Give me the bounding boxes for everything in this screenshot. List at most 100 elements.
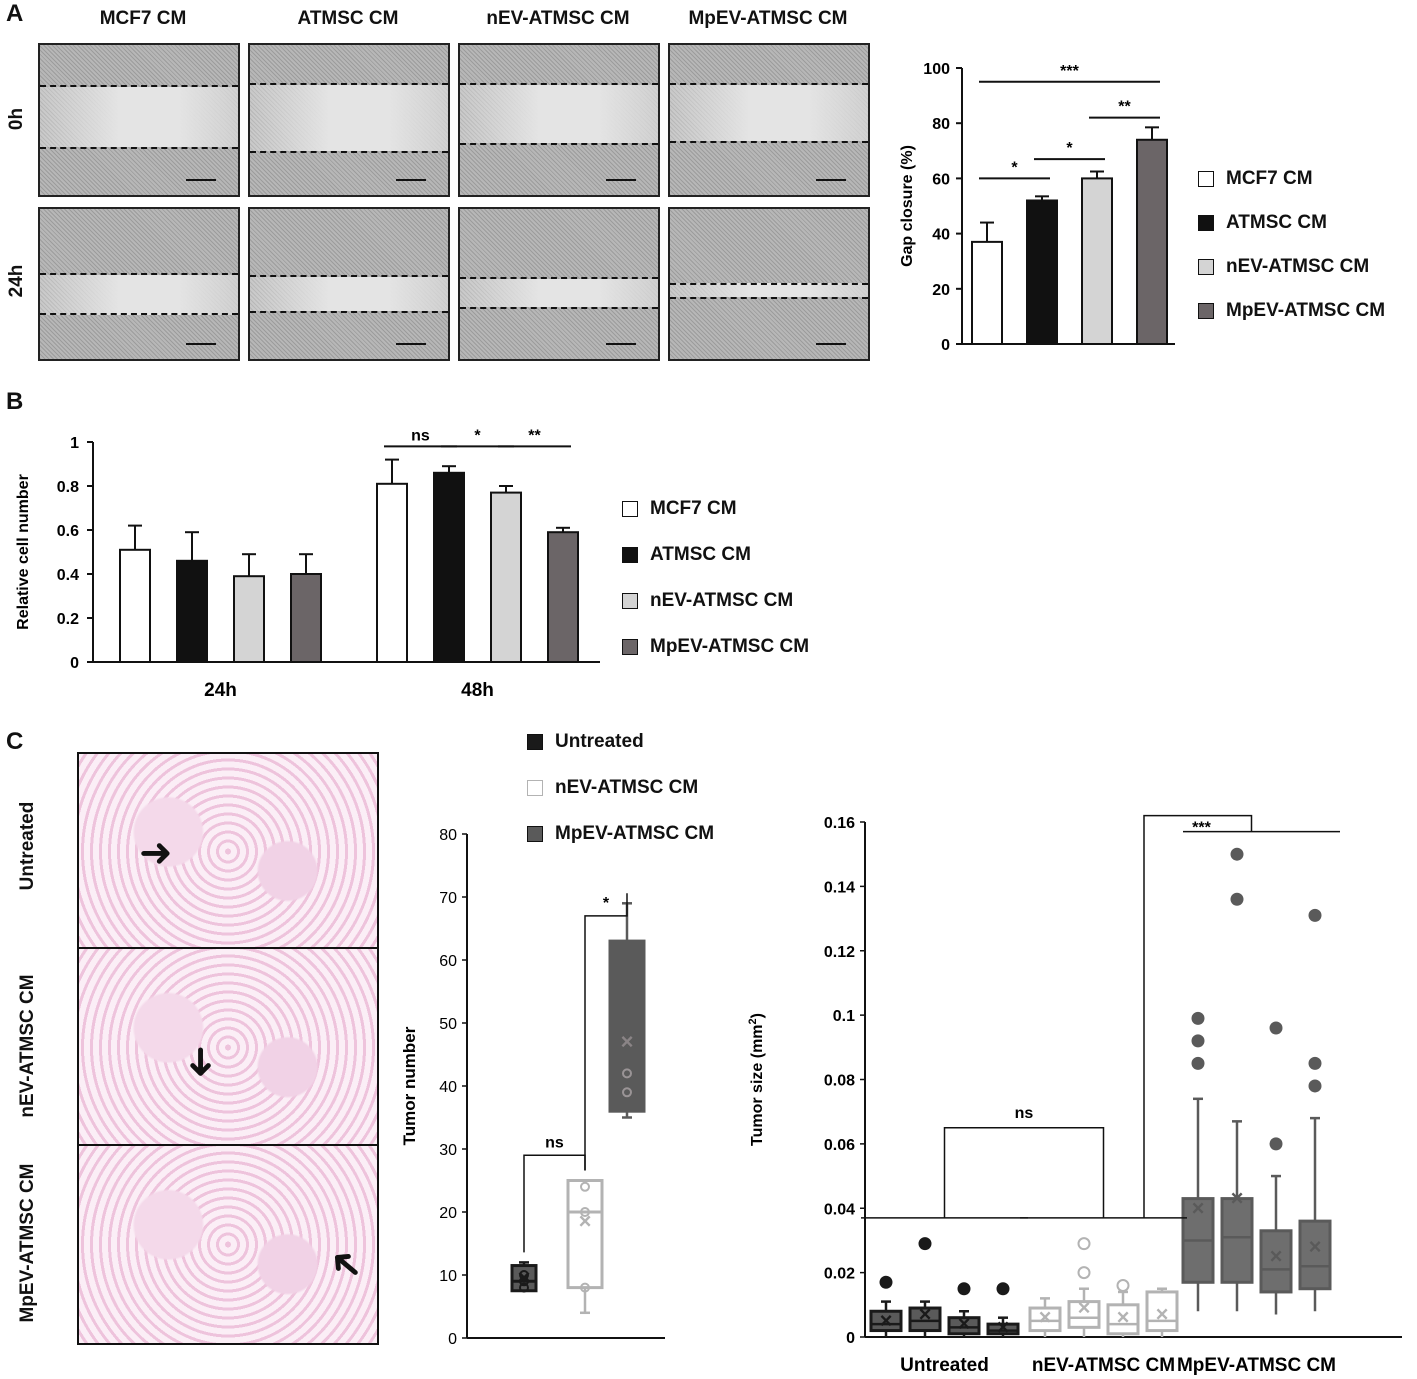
row-title-0h: 0h xyxy=(6,107,27,131)
y-axis-label: Relative cell number xyxy=(15,474,32,630)
outlier-point xyxy=(1230,892,1244,906)
bar xyxy=(1026,199,1058,345)
scratch-image-atmsc-0h xyxy=(248,43,450,197)
box xyxy=(908,1306,942,1333)
y-tick-label: 60 xyxy=(932,171,950,188)
histology-image-untreated: ➜ xyxy=(77,752,379,951)
legend-swatch-light xyxy=(527,780,543,796)
legend-item-atmsc: ATMSC CM xyxy=(1198,212,1385,234)
legend-item-mpev: MpEV-ATMSC CM xyxy=(527,823,714,845)
legend-item-nev: nEV-ATMSC CM xyxy=(1198,256,1385,278)
row-title-24h: 24h xyxy=(6,264,27,298)
y-tick-label: 0.8 xyxy=(57,479,79,496)
x-tick-label: MpEV-ATMSC CM xyxy=(1177,1355,1336,1375)
y-tick-label: 0 xyxy=(941,337,950,354)
y-tick-label: 0 xyxy=(846,1330,855,1347)
legend-label: nEV-ATMSC CM xyxy=(555,777,699,798)
legend-label: MpEV-ATMSC CM xyxy=(555,823,715,844)
significance-bracket xyxy=(584,893,628,1171)
x-tick-label: 48h xyxy=(461,680,494,701)
y-tick-label: 40 xyxy=(932,227,950,244)
data-point xyxy=(580,1207,590,1217)
histology-row-untreated: Untreated xyxy=(17,801,38,891)
y-tick-label: 0.06 xyxy=(824,1137,855,1154)
mean-marker: × xyxy=(1078,1295,1091,1320)
y-tick-label: 30 xyxy=(439,1142,457,1159)
histology-image-nev: ➜ xyxy=(77,947,379,1148)
significance-label: ** xyxy=(1118,99,1131,116)
legend-swatch-dark-gray xyxy=(622,639,638,655)
y-tick-label: 50 xyxy=(439,1016,457,1033)
y-axis-label-text: ) xyxy=(749,1013,766,1018)
outlier-point xyxy=(918,1237,932,1251)
box xyxy=(1067,1300,1101,1329)
bar xyxy=(290,573,322,663)
scratch-image-nev-0h xyxy=(458,43,660,197)
bar xyxy=(971,240,1003,346)
y-tick-label: 40 xyxy=(439,1079,457,1096)
legend-label: MCF7 CM xyxy=(650,498,737,519)
outlier-point xyxy=(1191,1034,1205,1048)
y-axis-label: Tumor size (mm2) xyxy=(747,1013,766,1146)
legend-label: Untreated xyxy=(555,731,644,752)
column-title-nev: nEV-ATMSC CM xyxy=(486,8,630,29)
outlier-point xyxy=(1191,1056,1205,1070)
significance-label: * xyxy=(603,895,610,912)
outlier-point xyxy=(1230,847,1244,861)
data-point xyxy=(580,1181,590,1192)
outlier-point xyxy=(1269,1021,1283,1035)
legend-swatch-light-gray xyxy=(622,593,638,609)
mean-marker: × xyxy=(1156,1301,1169,1326)
cell-number-legend: MCF7 CM ATMSC CM nEV-ATMSC CM MpEV-ATMSC… xyxy=(622,498,809,658)
legend-label: MCF7 CM xyxy=(1226,168,1313,189)
column-title-atmsc: ATMSC CM xyxy=(297,8,399,29)
outlier-point xyxy=(1077,1266,1091,1280)
mean-marker: × xyxy=(1231,1186,1244,1211)
y-tick-label: 70 xyxy=(439,890,457,907)
outlier-point xyxy=(1116,1279,1130,1292)
legend-item-atmsc: ATMSC CM xyxy=(622,544,809,566)
y-tick-label: 0 xyxy=(448,1331,457,1348)
y-tick-label: 0.12 xyxy=(824,944,855,961)
bar xyxy=(433,471,465,663)
box xyxy=(1220,1197,1254,1284)
legend-item-nev: nEV-ATMSC CM xyxy=(527,777,714,799)
scratch-image-atmsc-24h xyxy=(248,207,450,361)
y-tick-label: 0.02 xyxy=(824,1266,855,1283)
box xyxy=(1298,1219,1332,1291)
legend-swatch-light-gray xyxy=(1198,259,1214,275)
legend-swatch-white xyxy=(622,501,638,517)
legend-swatch-dark xyxy=(527,734,543,750)
data-point xyxy=(622,1087,632,1098)
legend-swatch-white xyxy=(1198,171,1214,187)
gap-closure-legend: MCF7 CM ATMSC CM nEV-ATMSC CM MpEV-ATMSC… xyxy=(1198,168,1385,322)
bar xyxy=(376,482,408,663)
column-title-mcf7: MCF7 CM xyxy=(99,8,187,29)
outlier-point xyxy=(1308,1079,1322,1093)
box xyxy=(1106,1303,1140,1336)
box xyxy=(1028,1306,1062,1333)
outlier-point xyxy=(1308,908,1322,922)
bar xyxy=(233,575,265,663)
significance-label: * xyxy=(1066,140,1073,157)
scratch-image-mcf7-0h xyxy=(38,43,240,197)
relative-cell-number-chart: 0 0.2 0.4 0.6 0.8 1 Relative cell number 24h 48h… xyxy=(15,427,600,701)
significance-label: * xyxy=(1011,159,1018,176)
y-tick-label: 0.4 xyxy=(57,567,79,584)
significance-label: *** xyxy=(1060,63,1079,80)
legend-label: ATMSC CM xyxy=(650,544,751,565)
y-tick-label: 0.04 xyxy=(824,1201,855,1218)
y-tick-label: 100 xyxy=(923,61,950,78)
histology-row-nev: nEV-ATMSC CM xyxy=(17,974,38,1118)
outlier-point xyxy=(1269,1137,1283,1151)
y-tick-label: 0.1 xyxy=(833,1008,855,1025)
legend-swatch-dark-gray xyxy=(1198,303,1214,319)
y-tick-label: 0 xyxy=(70,655,79,672)
legend-label: nEV-ATMSC CM xyxy=(650,590,794,611)
outlier-point xyxy=(1191,1011,1205,1025)
scratch-image-mcf7-24h xyxy=(38,207,240,361)
significance-bracket xyxy=(1143,814,1253,1218)
mean-marker: × xyxy=(1192,1195,1205,1220)
